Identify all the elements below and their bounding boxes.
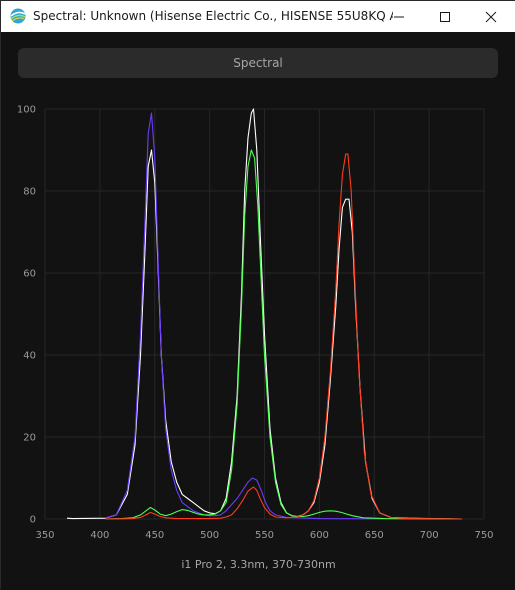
close-button[interactable] xyxy=(468,1,514,32)
instrument-info: i1 Pro 2, 3.3nm, 370-730nm xyxy=(181,558,336,571)
spectrum-line-1 xyxy=(105,112,463,520)
chart-lines xyxy=(66,108,463,520)
spectral-app-icon xyxy=(10,8,26,24)
spectral-chart: 350 400 450 500 550 600 650 700 750 0 20 40 60 80 100 xyxy=(17,105,494,542)
y-tick-label-60: 60 xyxy=(23,269,36,280)
y-tick-label-20: 20 xyxy=(23,433,36,444)
x-tick-labels: 350 400 450 500 550 600 650 700 750 xyxy=(35,530,493,541)
maximize-icon xyxy=(440,12,450,22)
y-tick-label-40: 40 xyxy=(23,351,36,362)
y-tick-labels: 0 20 40 60 80 100 xyxy=(17,105,36,526)
x-tick-label-500: 500 xyxy=(200,530,219,541)
x-tick-label-750: 750 xyxy=(474,530,493,541)
window-title: Spectral: Unknown (Hisense Electric Co.,… xyxy=(33,9,393,23)
y-tick-label-100: 100 xyxy=(17,105,36,116)
close-icon xyxy=(485,11,497,23)
title-bar[interactable]: Spectral: Unknown (Hisense Electric Co.,… xyxy=(1,1,515,32)
y-tick-label-0: 0 xyxy=(30,515,36,526)
minimize-icon xyxy=(394,16,404,18)
minimize-button[interactable] xyxy=(376,1,422,32)
x-tick-label-550: 550 xyxy=(255,530,274,541)
chart-grid xyxy=(44,108,485,520)
x-tick-label-650: 650 xyxy=(365,530,384,541)
x-tick-label-450: 450 xyxy=(145,530,164,541)
spectrum-line-0 xyxy=(66,108,463,520)
x-tick-label-700: 700 xyxy=(420,530,439,541)
spectral-header-bar[interactable]: Spectral xyxy=(18,48,498,78)
maximize-button[interactable] xyxy=(422,1,468,32)
y-tick-label-80: 80 xyxy=(23,187,36,198)
x-tick-label-600: 600 xyxy=(310,530,329,541)
spectrum-line-2 xyxy=(105,149,463,520)
spectrum-line-3 xyxy=(105,153,463,520)
x-tick-label-400: 400 xyxy=(90,530,109,541)
x-tick-label-350: 350 xyxy=(35,530,54,541)
